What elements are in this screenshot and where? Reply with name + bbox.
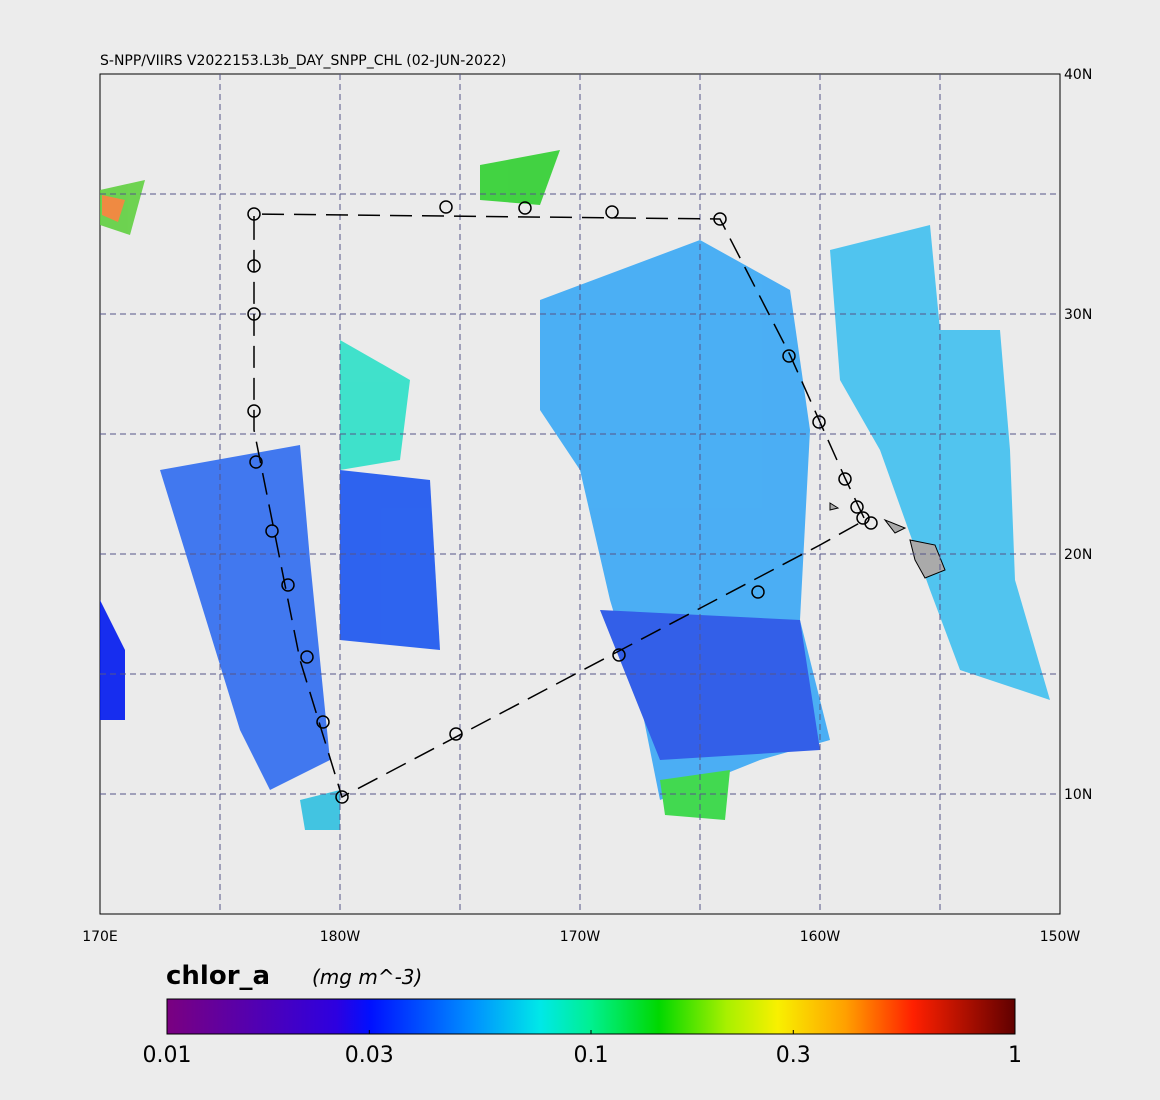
grid-lines <box>100 74 1060 914</box>
lat-label: 10N <box>1064 787 1092 803</box>
colorbar-tick-label: 1 <box>1008 1043 1022 1068</box>
colorbar-tick-label: 0.1 <box>574 1043 609 1068</box>
map-title: S-NPP/VIIRS V2022153.L3b_DAY_SNPP_CHL (0… <box>100 53 506 69</box>
lon-label: 170W <box>560 929 601 945</box>
lon-label: 180W <box>320 929 361 945</box>
lat-label: 30N <box>1064 307 1092 323</box>
lon-label: 160W <box>800 929 841 945</box>
lat-label: 20N <box>1064 547 1092 563</box>
colorbar-tick-label: 0.03 <box>345 1043 394 1068</box>
colorbar-units: (mg m^-3) <box>312 965 422 989</box>
colorbar-variable: chlor_a <box>166 961 270 991</box>
hawaii-islands <box>829 502 946 579</box>
lon-label: 170E <box>82 929 118 945</box>
colorbar-tick-label: 0.3 <box>776 1043 811 1068</box>
colorbar-tick-label: 0.01 <box>143 1043 192 1068</box>
lon-label: 150W <box>1040 929 1081 945</box>
colorbar <box>166 998 1016 1035</box>
lat-label: 40N <box>1064 67 1092 83</box>
chlorophyll-swaths <box>100 150 1050 830</box>
survey-track <box>247 200 878 804</box>
